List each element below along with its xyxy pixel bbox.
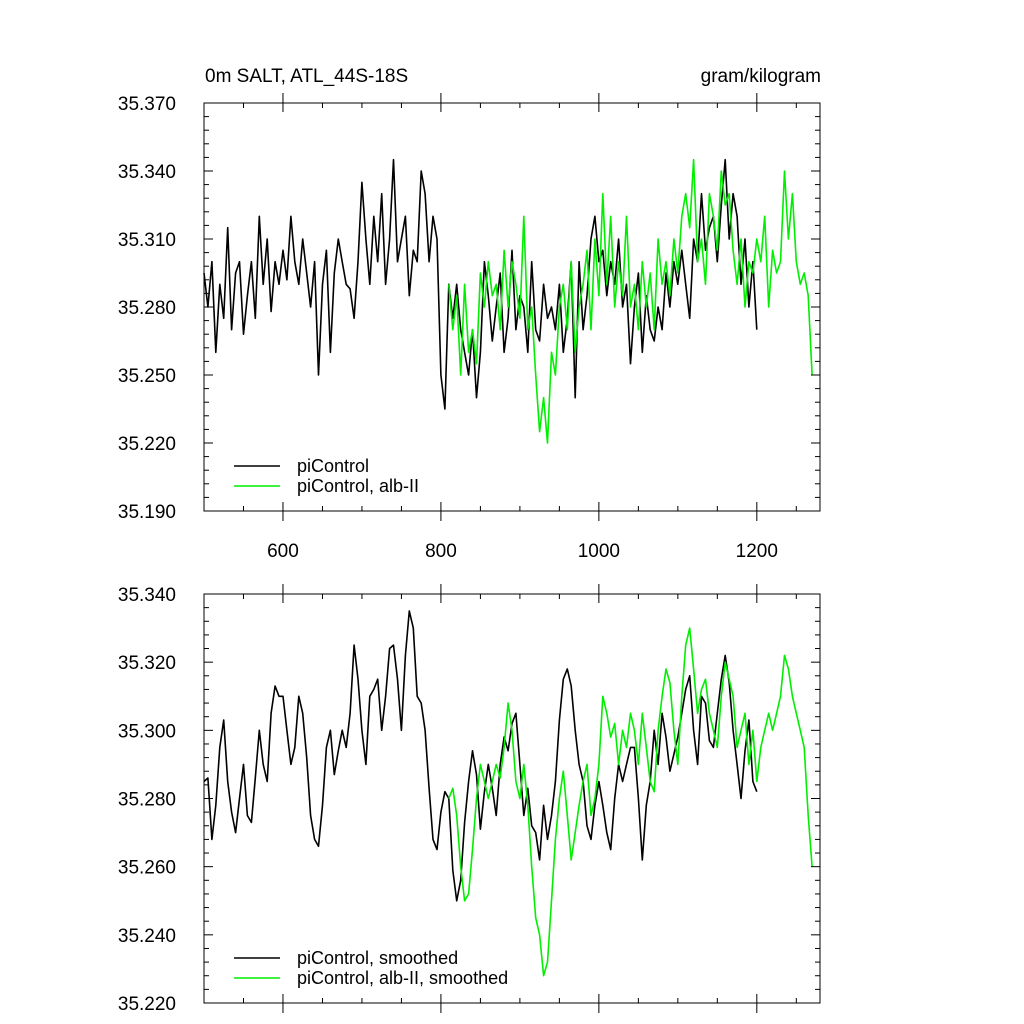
- y-tick-label: 35.190: [118, 502, 176, 523]
- x-tick-label: 1000: [578, 541, 620, 562]
- legend-label: piControl, smoothed: [297, 948, 458, 968]
- y-tick-label: 35.340: [118, 585, 176, 606]
- y-tick-label: 35.280: [118, 790, 176, 811]
- panel-2: 35.220 35.240 35.260 35.280 35.300 35.320 35.3…: [118, 584, 821, 1015]
- series-line-2: [448, 627, 813, 977]
- series-line-1: [203, 610, 758, 902]
- y-tick-label: 35.340: [118, 162, 176, 183]
- series-line-2: [448, 158, 813, 444]
- x-tick-label: 800: [425, 541, 457, 562]
- y-tick-label: 35.300: [118, 721, 176, 742]
- y-tick-label: 35.250: [118, 366, 176, 387]
- y-tick-label: 35.370: [118, 94, 176, 115]
- y-tick-label: 35.220: [118, 994, 176, 1015]
- y-tick-label: 35.320: [118, 653, 176, 674]
- y-tick-label: 35.310: [118, 230, 176, 251]
- legend-label: piControl, alb-II: [297, 476, 419, 496]
- plot-frame: [203, 102, 821, 512]
- legend-label: piControl, alb-II, smoothed: [297, 968, 508, 988]
- chart-title: 0m SALT, ATL_44S-18S: [205, 66, 409, 87]
- x-tick-label: 1200: [736, 541, 778, 562]
- y-tick-label: 35.280: [118, 298, 176, 319]
- series-line-1: [203, 158, 758, 410]
- y-tick-label: 35.260: [118, 858, 176, 879]
- plot-frame: [203, 593, 821, 1004]
- panel-1: 35.190 35.220 35.250 35.280 35.310 35.340 35.3…: [118, 93, 821, 562]
- y-tick-label: 35.240: [118, 926, 176, 947]
- x-tick-label: 600: [267, 541, 299, 562]
- legend-label: piControl: [297, 456, 369, 476]
- y-tick-label: 35.220: [118, 434, 176, 455]
- units-label: gram/kilogram: [700, 66, 821, 87]
